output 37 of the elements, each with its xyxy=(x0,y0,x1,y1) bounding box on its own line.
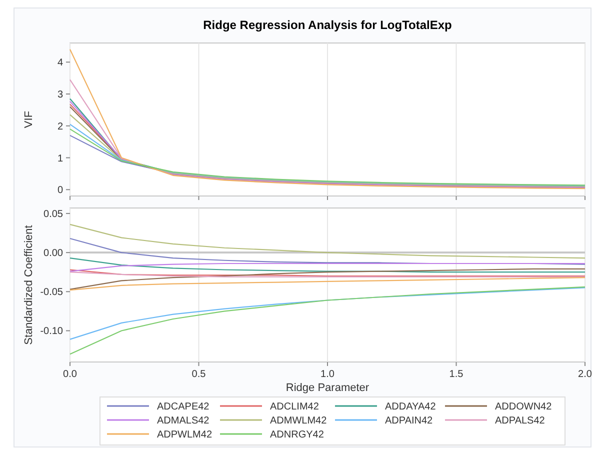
legend-label: ADPWLM42 xyxy=(157,430,212,440)
y-axis-title: VIF xyxy=(23,110,35,128)
x-tick-label: 2.0 xyxy=(578,369,592,380)
legend-label: ADPALS42 xyxy=(495,416,546,426)
y-tick-label: 2 xyxy=(57,121,64,132)
legend-label: ADCAPE42 xyxy=(157,402,210,412)
y-tick-label: -0.05 xyxy=(40,287,64,298)
legend-label: ADMALS42 xyxy=(157,416,210,426)
y-tick-label: 0.00 xyxy=(44,248,64,260)
line-series xyxy=(69,224,586,259)
x-tick-label: 0.5 xyxy=(192,369,206,380)
line-series xyxy=(69,48,586,190)
legend-label: ADNRGY42 xyxy=(270,430,324,440)
y-tick-label: 3 xyxy=(57,90,64,100)
line-series xyxy=(69,79,586,189)
y-axis-title: Standardized Coefficient xyxy=(23,225,35,345)
line-series xyxy=(69,262,586,272)
y-tick-label: 1 xyxy=(57,153,64,164)
legend-label: ADDOWN42 xyxy=(495,402,552,412)
line-series xyxy=(69,277,586,291)
chart-title: Ridge Regression Analysis for LogTotalExp xyxy=(203,18,452,32)
legend-label: ADDAYA42 xyxy=(385,402,436,412)
legend-label: ADMWLM42 xyxy=(270,416,328,426)
x-tick-label: 1.5 xyxy=(449,369,464,380)
y-tick-label: 0.05 xyxy=(44,208,64,220)
x-tick-label: 1.0 xyxy=(320,369,335,380)
y-tick-label: 0 xyxy=(57,185,64,196)
legend-label: ADPAIN42 xyxy=(385,416,434,426)
x-axis-title: Ridge Parameter xyxy=(286,382,370,394)
x-tick-label: 0.0 xyxy=(63,369,78,380)
line-series xyxy=(69,257,586,273)
line-series xyxy=(69,269,586,277)
line-series xyxy=(69,286,586,355)
y-tick-label: -0.10 xyxy=(40,326,64,338)
y-tick-label: 4 xyxy=(57,58,64,69)
line-series xyxy=(69,268,586,290)
legend-label: ADCLIM42 xyxy=(270,402,320,412)
